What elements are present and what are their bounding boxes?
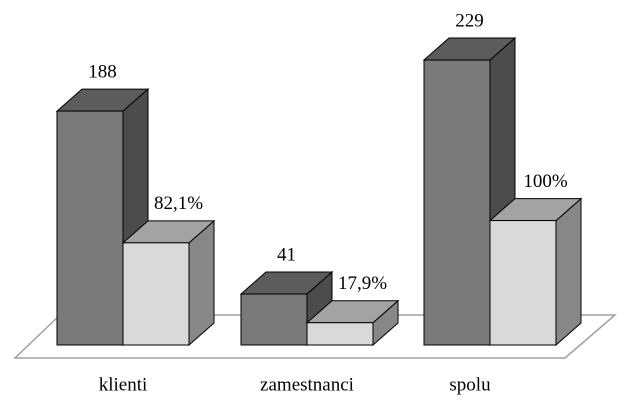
value-label: 229	[455, 10, 484, 31]
value-label: 17,9%	[338, 273, 387, 294]
bar	[240, 293, 308, 346]
bar	[122, 242, 190, 346]
bar	[306, 322, 374, 346]
bar	[56, 110, 124, 346]
value-label: 100%	[523, 171, 568, 192]
value-label: 41	[277, 244, 296, 265]
x-tick-label: zamestnanci	[260, 374, 354, 395]
value-label: 82,1%	[154, 193, 203, 214]
bar-side	[555, 197, 582, 347]
value-label: 188	[88, 61, 117, 82]
x-tick-label: spolu	[449, 374, 491, 395]
bar	[423, 59, 491, 346]
bar	[489, 220, 557, 346]
x-tick-label: klienti	[99, 374, 148, 395]
